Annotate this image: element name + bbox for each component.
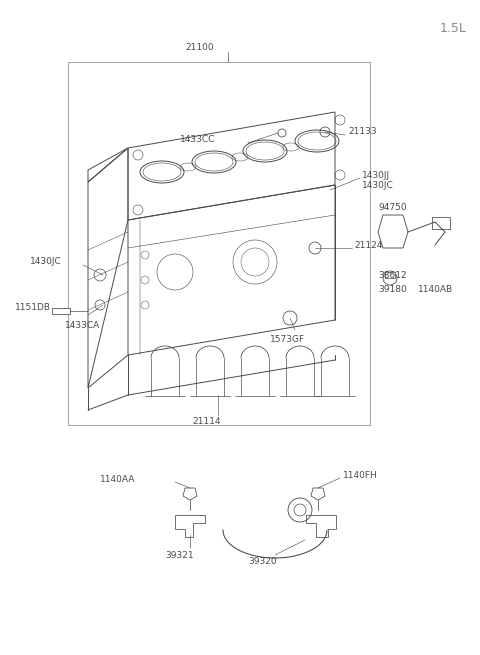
Text: 1433CC: 1433CC <box>180 136 216 145</box>
Text: 21133: 21133 <box>348 128 377 136</box>
Text: 1430JC: 1430JC <box>30 257 62 267</box>
Text: 1433CA: 1433CA <box>65 320 100 329</box>
Text: 1151DB: 1151DB <box>15 303 51 312</box>
Text: 39180: 39180 <box>378 286 407 295</box>
Text: 94750: 94750 <box>378 204 407 212</box>
Text: 1140AB: 1140AB <box>418 286 453 295</box>
Text: 38612: 38612 <box>378 271 407 280</box>
Bar <box>432 217 450 229</box>
Text: 21114: 21114 <box>192 417 220 426</box>
Text: 1140AA: 1140AA <box>100 476 135 485</box>
Text: 21100: 21100 <box>186 43 214 52</box>
Text: 1.5L: 1.5L <box>440 22 467 35</box>
Text: 1430JJ: 1430JJ <box>362 170 390 179</box>
Bar <box>52 308 70 314</box>
Text: 39321: 39321 <box>165 550 193 559</box>
Text: 1140FH: 1140FH <box>343 470 378 479</box>
Text: 1430JC: 1430JC <box>362 181 394 189</box>
Bar <box>68 62 370 425</box>
Text: 39320: 39320 <box>248 557 276 567</box>
Text: 1573GF: 1573GF <box>270 335 305 345</box>
Text: 21124: 21124 <box>354 240 383 250</box>
Bar <box>385 272 395 278</box>
